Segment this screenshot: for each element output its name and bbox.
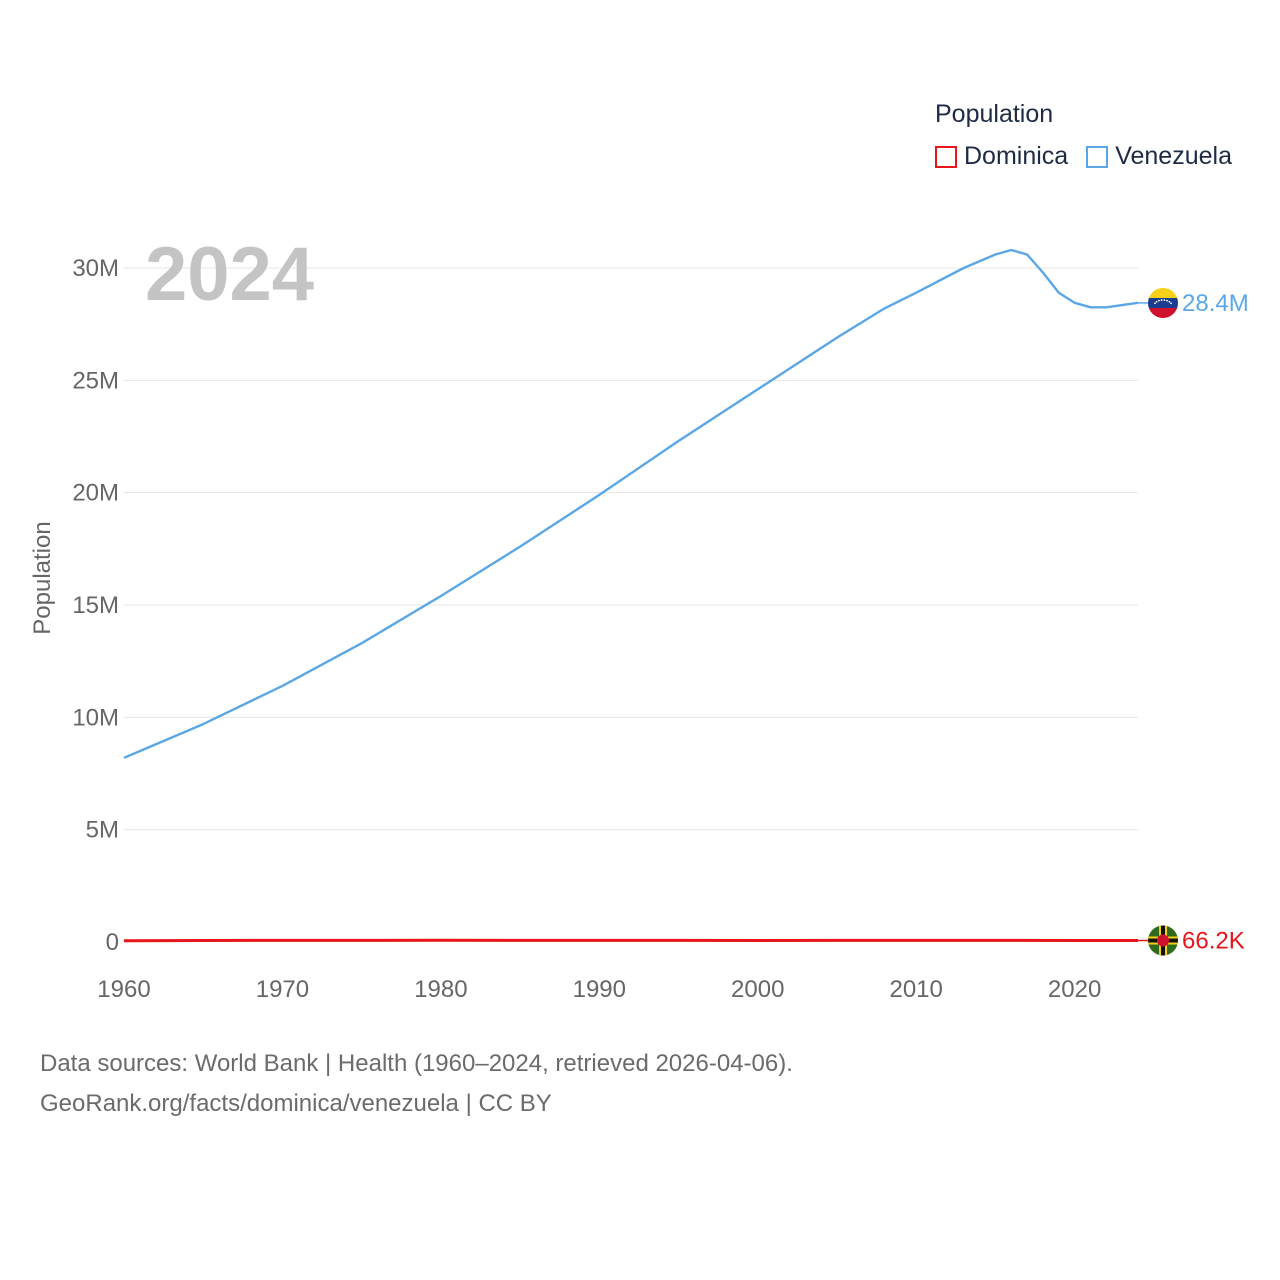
series-line-venezuela [123,248,1139,759]
series-lines [123,248,1139,943]
grid-lines [124,267,1138,831]
y-tick-label: 10M [72,704,119,731]
y-tick-label: 0 [106,929,119,956]
footer: Data sources: World Bank | Health (1960–… [40,1044,793,1124]
legend-swatch-dominica [935,145,957,168]
y-tick-label: 30M [72,255,119,282]
y-tick-label: 15M [72,592,119,619]
y-tick-label: 20M [72,480,119,507]
x-tick-label: 2000 [731,976,784,1003]
x-tick-label: 1990 [573,976,626,1003]
data-sources-text: Data sources: World Bank | Health (1960–… [40,1050,793,1077]
flag-dominica-icon [1148,925,1178,956]
legend-title: Population [935,100,1054,128]
y-axis-ticks: 0 5M 10M 15M 20M 25M 30M [72,255,119,956]
x-tick-label: 2010 [889,976,942,1003]
flag-venezuela-icon [1148,288,1178,318]
legend-item-dominica[interactable]: Dominica [935,142,1068,171]
end-label-dominica: 66.2K [1182,928,1245,955]
legend-item-venezuela[interactable]: Venezuela [1086,142,1232,171]
y-axis-label: Population [29,521,56,634]
end-label-venezuela: 28.4M [1182,290,1249,317]
legend-label-dominica: Dominica [964,142,1069,170]
series-end-markers: 28.4M 66.2K [1137,288,1249,956]
x-tick-label: 1970 [256,976,309,1003]
year-watermark: 2024 [145,232,314,317]
source-link[interactable]: GeoRank.org/facts/dominica/venezuela | C… [40,1090,552,1117]
y-tick-label: 25M [72,367,119,394]
legend: Dominica Venezuela [935,142,1250,171]
legend-swatch-venezuela [1086,145,1109,168]
x-tick-label: 2020 [1048,976,1101,1003]
x-tick-label: 1960 [97,976,150,1003]
x-axis-ticks: 1960 1970 1980 1990 2000 2010 2020 [97,976,1101,1003]
legend-label-venezuela: Venezuela [1115,142,1232,170]
x-tick-label: 1980 [414,976,467,1003]
y-tick-label: 5M [86,817,119,844]
